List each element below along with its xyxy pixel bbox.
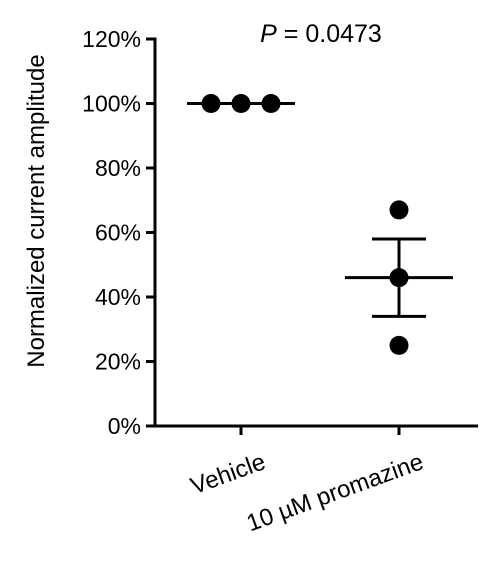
p-symbol: P [260,20,277,48]
data-point [231,94,251,113]
data-point [201,94,221,113]
data-point [389,268,409,288]
p-value-annotation: P = 0.0473 [260,20,382,48]
y-axis-title: Normalized current amplitude [23,54,50,367]
y-tick-label: 80% [95,155,141,181]
data-point [389,200,409,220]
y-tick-label: 120% [82,26,141,52]
data-points [201,94,409,355]
y-tick-label: 40% [95,284,141,310]
y-tick-label: 20% [95,349,141,375]
data-point [261,94,281,113]
x-tick-label: 10 µM promazine [243,448,427,537]
y-tick-label: 100% [82,91,141,117]
p-value: = 0.0473 [277,20,382,48]
error-bars [187,102,453,318]
x-tick-label: Vehicle [187,448,269,500]
data-point [389,335,409,355]
y-tick-label: 60% [95,220,141,246]
y-ticks: 0% 20% 40% 60% 80% 100% 120% [82,26,155,439]
axes [153,37,478,428]
y-tick-label: 0% [108,413,141,439]
